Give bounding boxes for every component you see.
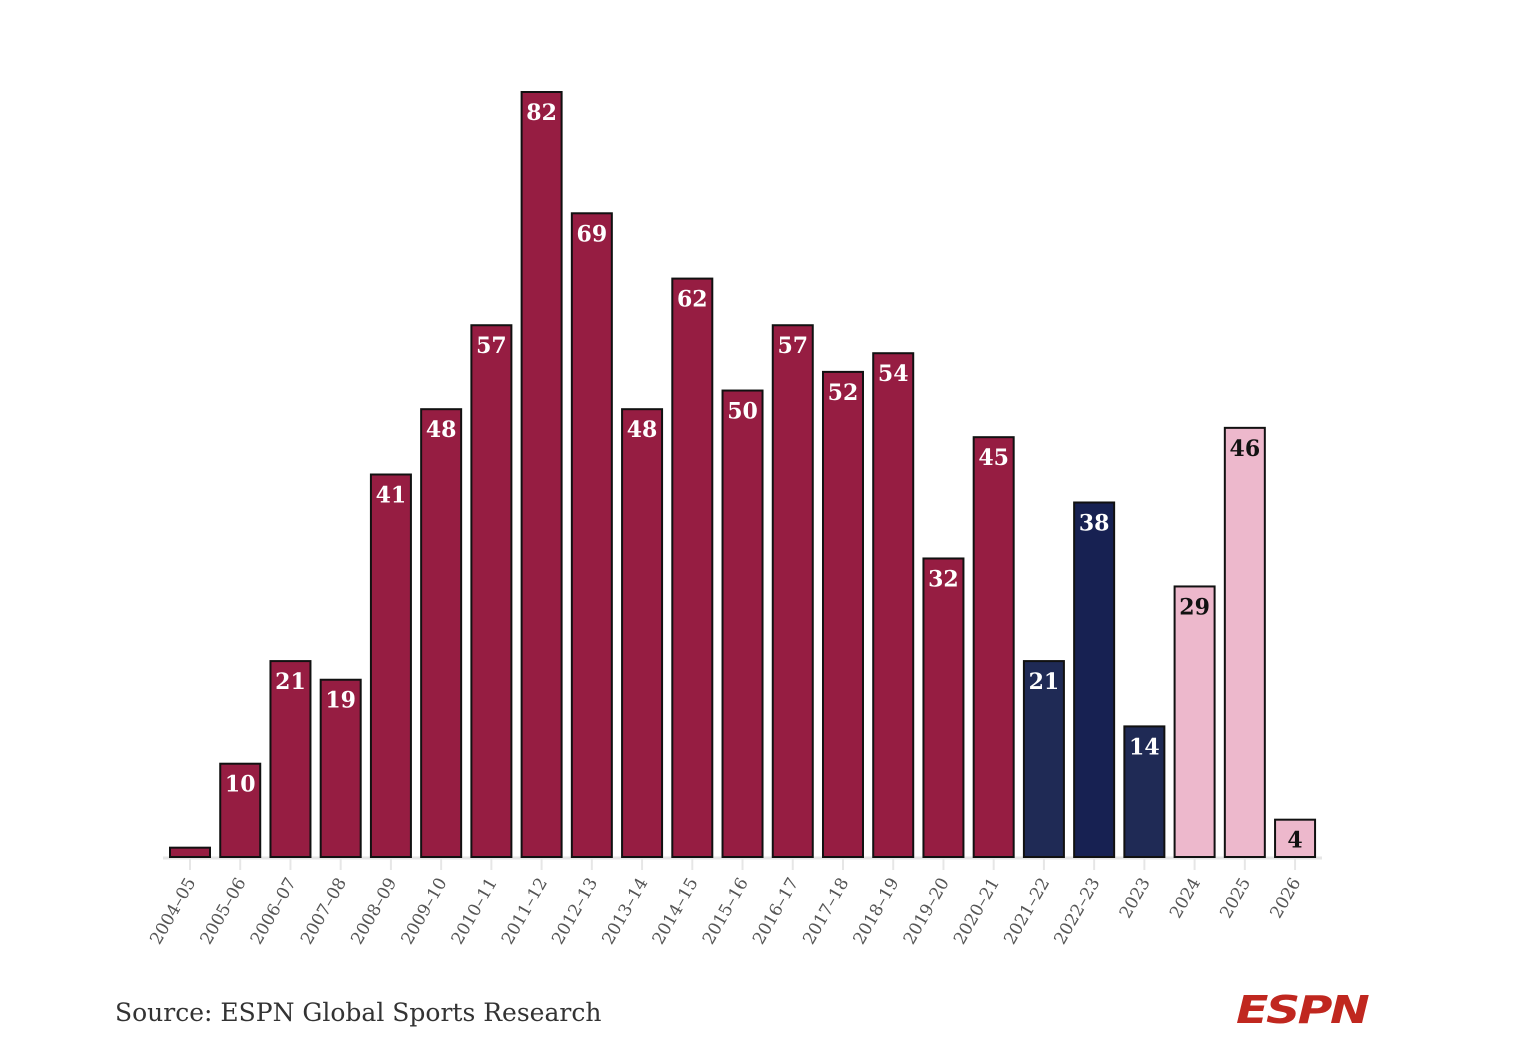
data-label: 4: [1287, 828, 1302, 854]
bar: [1073, 501, 1116, 858]
x-tick-label: 2022–23: [1050, 875, 1104, 949]
data-label: 21: [275, 669, 306, 695]
x-tick-label: 2023: [1116, 875, 1155, 922]
bar: [1223, 426, 1266, 858]
data-label: 50: [727, 399, 758, 425]
bar: [1274, 818, 1317, 858]
source-note: Source: ESPN Global Sports Research: [115, 998, 602, 1027]
data-label: 21: [1029, 669, 1060, 695]
x-tick-label: 2009–10: [397, 875, 451, 949]
data-label: 46: [1230, 436, 1261, 462]
bar: [319, 678, 362, 858]
data-label: 54: [878, 361, 909, 387]
bar: [771, 324, 814, 859]
bar: [671, 277, 714, 858]
x-tick-label: 2007–08: [297, 875, 351, 949]
data-label: 62: [677, 287, 708, 313]
data-label: 14: [1129, 734, 1160, 760]
bar: [520, 91, 563, 858]
x-tick-label: 2008–09: [347, 875, 401, 949]
x-tick-label: 2017–18: [799, 875, 853, 949]
bar: [470, 324, 513, 859]
data-label: 57: [777, 333, 808, 359]
x-tick-label: 2024: [1166, 875, 1205, 922]
bar: [570, 212, 613, 858]
bar: [872, 352, 915, 858]
x-tick-label: 2020–21: [950, 875, 1004, 949]
data-label: 57: [476, 333, 507, 359]
bar: [721, 389, 764, 858]
data-label: 69: [577, 221, 608, 247]
espn-logo: ESPN: [1236, 988, 1370, 1032]
x-tick-label: 2019–20: [900, 875, 954, 949]
bar: [420, 408, 463, 858]
bar: [1022, 660, 1065, 859]
data-label: 48: [627, 417, 658, 443]
x-tick-label: 2012–13: [548, 875, 602, 949]
x-tick-label: 2025: [1216, 875, 1255, 922]
x-tick-label: 2021–22: [1000, 875, 1054, 949]
x-tick-label: 2026: [1266, 875, 1305, 922]
x-tick-label: 2016–17: [749, 875, 803, 949]
data-label: 38: [1079, 510, 1110, 536]
x-tick-label: 2013–14: [598, 875, 652, 949]
x-tick-label: 2005–06: [197, 875, 251, 949]
x-tick-label: 2006–07: [247, 875, 301, 949]
x-tick-label: 2004–05: [146, 875, 200, 949]
bar: [621, 408, 664, 858]
bar: [972, 436, 1015, 858]
bar: [219, 762, 262, 859]
data-label: 10: [225, 772, 256, 798]
bar: [369, 473, 412, 858]
x-tick-label: 2014–15: [649, 875, 703, 949]
bar: [1173, 585, 1216, 858]
data-label: 82: [526, 100, 557, 126]
bar: [269, 660, 312, 859]
data-label: 45: [978, 445, 1009, 471]
x-tick-label: 2018–19: [850, 875, 904, 949]
bar: [1123, 725, 1166, 859]
bar: [922, 557, 965, 859]
data-label: 52: [828, 380, 859, 406]
bar: [169, 846, 211, 858]
bar: [821, 370, 864, 858]
data-label: 19: [325, 688, 356, 714]
data-label: 41: [376, 483, 407, 509]
x-tick-label: 2011–12: [498, 875, 552, 949]
x-tick-label: 2015–16: [699, 875, 753, 949]
data-label: 29: [1179, 594, 1210, 620]
data-label: 48: [426, 417, 457, 443]
x-tick-label: 2010–11: [448, 875, 502, 949]
data-label: 32: [928, 566, 959, 592]
